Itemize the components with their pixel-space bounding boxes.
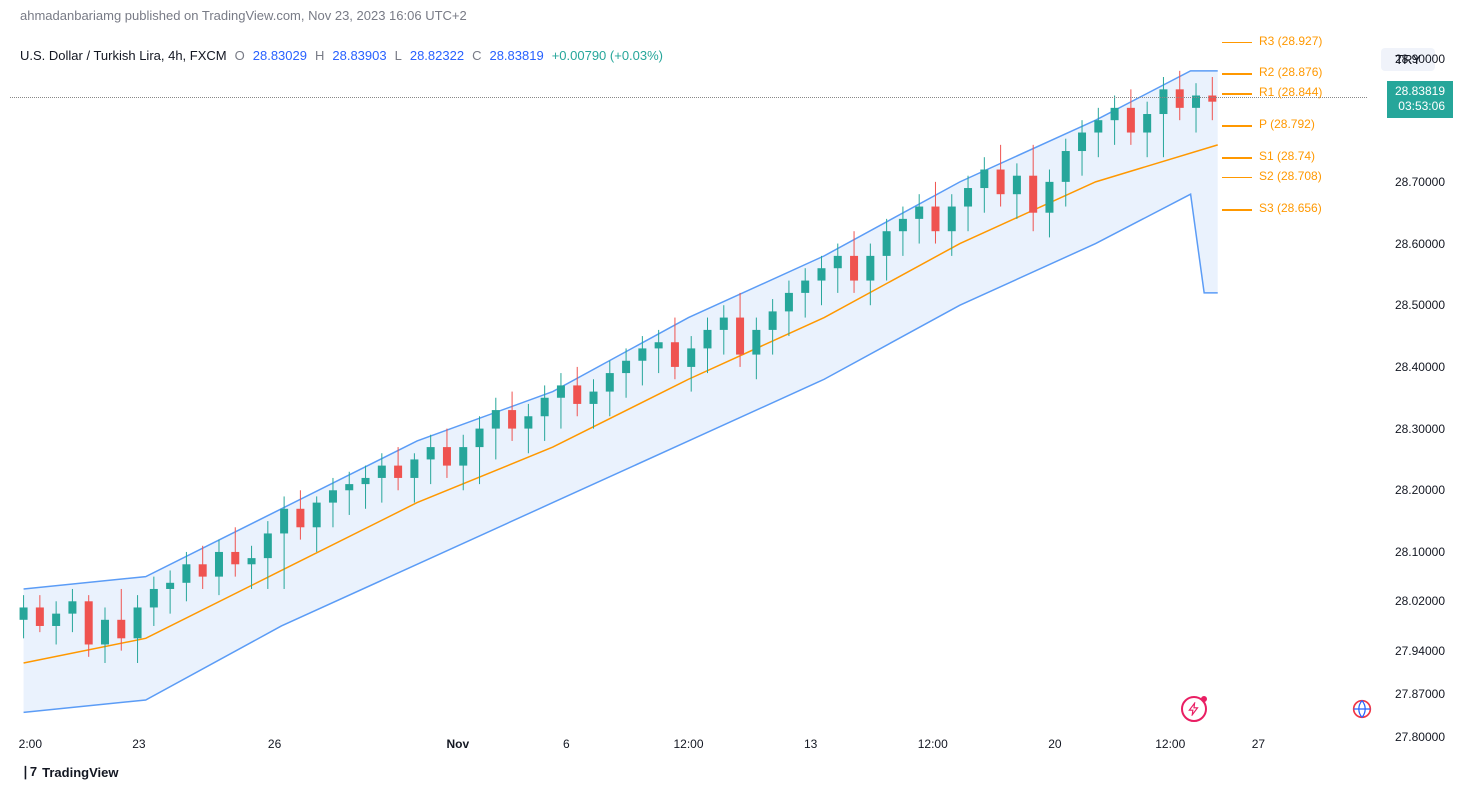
pivot-line (1222, 157, 1252, 159)
x-axis[interactable]: 2:00 23 26 Nov 6 12:00 13 12:00 20 12:00 27 (10, 737, 1367, 757)
globe-icon[interactable] (1352, 696, 1372, 722)
pivot-line (1222, 42, 1252, 44)
x-tick: 20 (1048, 737, 1061, 751)
y-tick: 28.60000 (1395, 237, 1445, 251)
pivot-line (1222, 209, 1252, 211)
x-tick: Nov (446, 737, 469, 751)
tradingview-text: TradingView (42, 765, 118, 780)
x-tick: 12:00 (673, 737, 703, 751)
y-tick: 28.20000 (1395, 483, 1445, 497)
y-tick: 28.02000 (1395, 594, 1445, 608)
x-tick: 23 (132, 737, 145, 751)
x-tick: 13 (804, 737, 817, 751)
pivot-label: S2 (28.708) (1259, 169, 1322, 183)
y-tick: 28.10000 (1395, 545, 1445, 559)
tradingview-footer[interactable]: ❘7 TradingView (20, 764, 118, 780)
price-line (10, 97, 1367, 98)
x-tick: 6 (563, 737, 570, 751)
pivot-label: R1 (28.844) (1259, 85, 1322, 99)
pivot-line (1222, 93, 1252, 95)
y-tick: 28.70000 (1395, 175, 1445, 189)
pivot-label: S1 (28.74) (1259, 149, 1315, 163)
current-price: 28.83819 (1395, 84, 1445, 100)
x-tick: 26 (268, 737, 281, 751)
countdown: 03:53:06 (1395, 99, 1445, 115)
x-tick: 12:00 (1155, 737, 1185, 751)
x-tick: 2:00 (19, 737, 42, 751)
pivot-line (1222, 177, 1252, 179)
flash-icon[interactable] (1181, 696, 1207, 722)
chart-pane[interactable] (10, 40, 1367, 737)
y-tick: 27.80000 (1395, 730, 1445, 744)
pivot-label: R2 (28.876) (1259, 65, 1322, 79)
price-badge: 28.83819 03:53:06 (1387, 81, 1453, 118)
pivot-line (1222, 73, 1252, 75)
pivot-label: R3 (28.927) (1259, 34, 1322, 48)
tradingview-logo-icon: ❘7 (20, 764, 36, 780)
pivot-line (1222, 125, 1252, 127)
publish-header: ahmadanbariamg published on TradingView.… (20, 8, 467, 23)
x-tick: 27 (1252, 737, 1265, 751)
pivot-label: S3 (28.656) (1259, 201, 1322, 215)
x-tick: 12:00 (918, 737, 948, 751)
y-tick: 28.50000 (1395, 298, 1445, 312)
y-tick: 28.90000 (1395, 52, 1445, 66)
y-axis[interactable]: 28.90000 28.70000 28.60000 28.50000 28.40000… (1371, 40, 1453, 737)
pivot-label: P (28.792) (1259, 117, 1315, 131)
y-tick: 28.40000 (1395, 360, 1445, 374)
y-tick: 27.87000 (1395, 687, 1445, 701)
y-tick: 27.94000 (1395, 644, 1445, 658)
y-tick: 28.30000 (1395, 422, 1445, 436)
